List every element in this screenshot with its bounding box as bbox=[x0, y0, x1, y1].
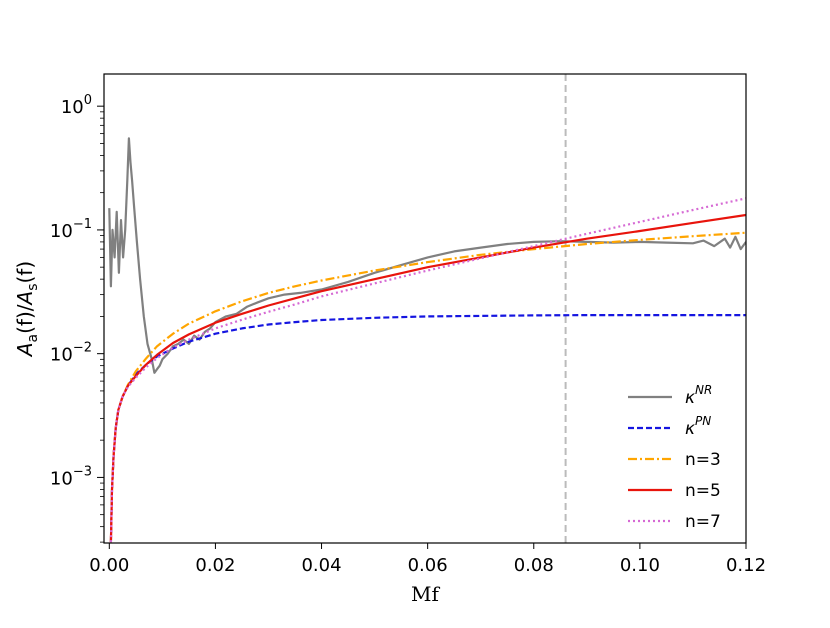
series-line-3 bbox=[109, 231, 746, 543]
x-tick-label: 0.10 bbox=[620, 555, 660, 576]
x-tick-label: 0.12 bbox=[726, 555, 766, 576]
x-axis-label: Mf bbox=[411, 582, 440, 606]
y-tick-label: 10−3 bbox=[50, 464, 92, 489]
legend-label: κPN bbox=[685, 414, 711, 439]
plot-frame bbox=[103, 73, 747, 544]
series-layer bbox=[108, 137, 746, 543]
legend-label: κNR bbox=[685, 383, 712, 408]
y-tick-label: 10−2 bbox=[50, 341, 92, 366]
ticks-layer: 0.00 0.02 0.04 0.06 0.08 0.10 0.12 100 10−1 10−2 1… bbox=[50, 93, 766, 576]
legend-label: n=3 bbox=[685, 450, 721, 470]
series-line-2 bbox=[109, 314, 746, 543]
series-line-4 bbox=[109, 213, 746, 543]
x-tick-label: 0.04 bbox=[301, 555, 341, 576]
y-axis-label: Aa(f)/As(f) bbox=[13, 261, 41, 358]
legend: κNR κPN n=3 n=5 n=7 bbox=[628, 383, 721, 532]
legend-label: n=5 bbox=[685, 481, 721, 501]
legend-label: n=7 bbox=[685, 512, 721, 532]
y-tick-label: 100 bbox=[61, 93, 92, 118]
y-tick-label: 10−1 bbox=[50, 217, 92, 242]
series-line-1 bbox=[108, 137, 746, 374]
x-tick-label: 0.06 bbox=[408, 555, 448, 576]
x-tick-label: 0.00 bbox=[89, 555, 129, 576]
x-tick-label: 0.02 bbox=[195, 555, 235, 576]
x-tick-label: 0.08 bbox=[514, 555, 554, 576]
